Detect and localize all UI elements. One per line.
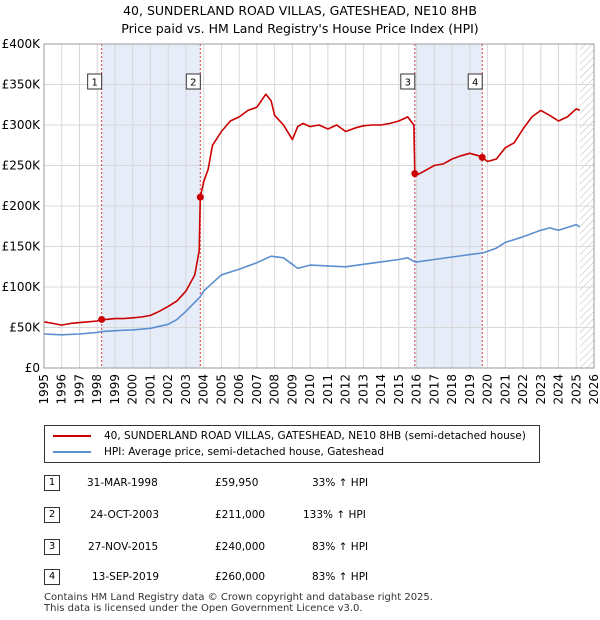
x-tick-label: 2020	[481, 374, 495, 405]
x-tick-label: 2012	[339, 374, 353, 405]
x-tick-label: 2014	[374, 374, 388, 405]
chart-subtitle: Price paid vs. HM Land Registry's House …	[121, 21, 479, 36]
sale-point	[196, 193, 204, 201]
transaction-hpi: 133% ↑ HPI	[303, 509, 366, 521]
x-tick-label: 2025	[569, 374, 583, 405]
x-tick-label: 2003	[179, 374, 193, 405]
y-tick-label: £150K	[2, 240, 42, 254]
transaction-hpi: 83% ↑ HPI	[312, 571, 369, 583]
transaction-number: 3	[44, 539, 60, 555]
x-tick-label: 1998	[90, 374, 104, 405]
transaction-row: 4 13-SEP-2019 £260,000 83% ↑ HPI	[0, 568, 600, 586]
transaction-hpi: 33% ↑ HPI	[312, 477, 369, 489]
x-tick-label: 2024	[552, 374, 566, 405]
transaction-price: £211,000	[215, 509, 266, 521]
y-tick-label: £350K	[2, 78, 42, 92]
legend-item-hpi: HPI: Average price, semi-detached house,…	[53, 444, 384, 460]
sale-marker-box	[400, 73, 416, 90]
transaction-number: 1	[44, 475, 60, 491]
chart-legend: 40, SUNDERLAND ROAD VILLAS, GATESHEAD, N…	[44, 425, 540, 463]
x-tick-label: 2011	[321, 374, 335, 405]
transaction-price: £240,000	[215, 541, 266, 553]
transaction-row: 3 27-NOV-2015 £240,000 83% ↑ HPI	[0, 538, 600, 556]
sale-point	[98, 315, 106, 323]
transaction-date: 24-OCT-2003	[90, 509, 159, 521]
x-tick-label: 2005	[214, 374, 228, 405]
footer-copyright: Contains HM Land Registry data © Crown c…	[44, 592, 433, 603]
legend-label-property: 40, SUNDERLAND ROAD VILLAS, GATESHEAD, N…	[104, 430, 526, 442]
x-tick-label: 2021	[498, 374, 512, 405]
x-tick-label: 2018	[445, 374, 459, 405]
sale-marker-box	[467, 73, 483, 90]
y-tick-label: £0	[25, 361, 40, 375]
x-tick-label: 2004	[197, 374, 211, 405]
transaction-row: 2 24-OCT-2003 £211,000 133% ↑ HPI	[0, 506, 600, 524]
x-tick-label: 2017	[427, 374, 441, 405]
legend-label-hpi: HPI: Average price, semi-detached house,…	[104, 446, 385, 458]
x-tick-label: 2022	[516, 374, 530, 405]
x-tick-label: 2015	[392, 374, 406, 405]
transaction-date: 13-SEP-2019	[92, 571, 160, 583]
x-tick-label: 2000	[126, 374, 140, 405]
hpi-series-line	[43, 223, 581, 336]
sale-point	[411, 170, 419, 178]
x-tick-label: 2026	[587, 374, 600, 405]
transaction-date: 27-NOV-2015	[88, 541, 159, 553]
x-tick-label: 1996	[55, 374, 69, 405]
x-tick-label: 2002	[161, 374, 175, 405]
x-tick-label: 2019	[463, 374, 477, 405]
y-tick-label: £300K	[2, 118, 42, 132]
x-tick-label: 2009	[285, 374, 299, 405]
x-tick-label: 1995	[37, 374, 51, 405]
chart-title: 40, SUNDERLAND ROAD VILLAS, GATESHEAD, N…	[123, 3, 477, 18]
x-tick-label: 2016	[410, 374, 424, 405]
sale-marker-box	[185, 73, 201, 90]
sale-marker-number: 4	[472, 78, 478, 89]
transaction-number: 4	[44, 569, 60, 585]
sale-point	[478, 153, 486, 161]
sale-marker-number: 2	[190, 78, 196, 89]
transaction-row: 1 31-MAR-1998 £59,950 33% ↑ HPI	[0, 474, 600, 492]
x-tick-label: 2010	[303, 374, 317, 405]
x-tick-label: 1997	[72, 374, 86, 405]
x-tick-label: 2008	[268, 374, 282, 405]
x-tick-label: 2013	[356, 374, 370, 405]
plot-frame	[43, 43, 595, 369]
legend-swatch-hpi	[53, 451, 91, 453]
sale-marker-number: 1	[91, 78, 97, 89]
transaction-number: 2	[44, 507, 60, 523]
transaction-hpi: 83% ↑ HPI	[312, 541, 369, 553]
price-chart: £0 £50K £100K £150K £200K £250K £300K £350K £400…	[2, 37, 600, 405]
legend-swatch-property	[53, 435, 91, 437]
transaction-date: 31-MAR-1998	[87, 477, 158, 489]
legend-item-property: 40, SUNDERLAND ROAD VILLAS, GATESHEAD, N…	[53, 428, 526, 444]
transaction-price: £59,950	[215, 477, 259, 489]
transaction-price: £260,000	[215, 571, 266, 583]
y-tick-label: £400K	[2, 37, 42, 51]
x-tick-label: 2006	[232, 374, 246, 405]
x-tick-label: 2001	[143, 374, 157, 405]
sale-marker-number: 3	[405, 78, 411, 89]
y-tick-label: £200K	[2, 199, 42, 213]
y-tick-label: £50K	[9, 321, 41, 335]
footer-licence: This data is licensed under the Open Gov…	[44, 603, 363, 614]
x-tick-label: 2007	[250, 374, 264, 405]
y-tick-label: £250K	[2, 159, 42, 173]
x-tick-label: 2023	[534, 374, 548, 405]
y-tick-label: £100K	[2, 280, 42, 294]
x-tick-label: 1999	[108, 374, 122, 405]
sale-marker-box	[87, 73, 103, 90]
